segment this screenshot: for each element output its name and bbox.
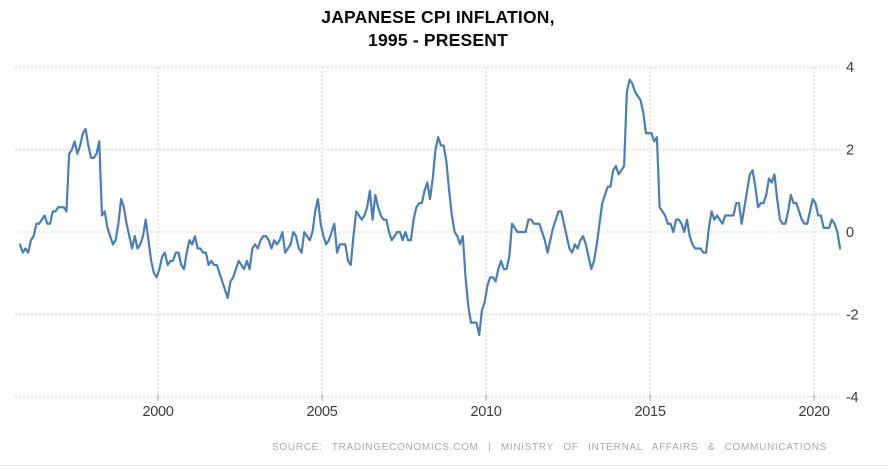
- x-tick-label: 2015: [635, 404, 666, 420]
- x-tick-label: 2000: [142, 404, 173, 420]
- y-tick-label: 4: [846, 60, 854, 76]
- chart-title-line2: 1995 - PRESENT: [368, 30, 508, 50]
- bottom-divider: [0, 465, 888, 466]
- x-tick-label: 2010: [471, 404, 502, 420]
- y-tick-label: -2: [846, 307, 859, 323]
- page-title: JAPANESE CPI INFLATION, 1995 - PRESENT: [0, 6, 876, 52]
- y-tick-label: 2: [846, 143, 854, 159]
- y-tick-label: 0: [846, 225, 854, 241]
- x-tick-label: 2005: [307, 404, 338, 420]
- cpi-inflation-line: [18, 78, 842, 337]
- chart-title-line1: JAPANESE CPI INFLATION,: [321, 7, 555, 27]
- x-tick-label: 2020: [799, 404, 830, 420]
- y-tick-label: -4: [846, 390, 859, 406]
- source-attribution: SOURCE: TRADINGECONOMICS.COM | MINISTRY …: [272, 442, 827, 453]
